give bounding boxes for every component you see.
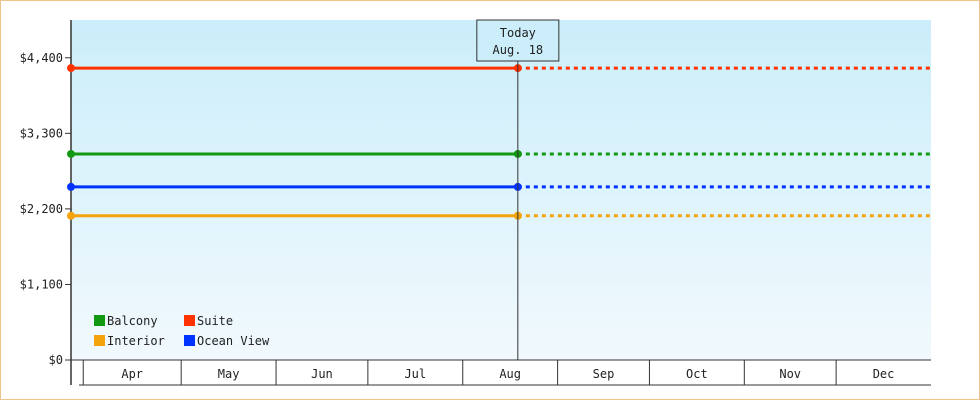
y-tick-label: $4,400: [20, 51, 63, 65]
series-point-start: [67, 149, 75, 158]
legend-swatch: [94, 315, 105, 326]
x-tick-label: Jun: [311, 367, 333, 381]
series-lines: [67, 64, 931, 220]
y-tick-label: $0: [49, 353, 63, 367]
legend-item: Interior: [94, 334, 165, 348]
y-tick-label: $3,300: [20, 126, 63, 140]
today-marker: Today Aug. 18: [476, 19, 560, 360]
x-tick-label: Aug: [499, 367, 521, 381]
x-tick-label: May: [218, 367, 240, 381]
today-label: Today: [500, 26, 536, 40]
legend-label: Suite: [197, 314, 233, 328]
legend-swatch: [184, 315, 195, 326]
today-date: Aug. 18: [493, 43, 544, 57]
x-tick-label: Dec: [873, 367, 895, 381]
x-tick-label: Nov: [779, 367, 801, 381]
y-tick-label: $1,100: [20, 277, 63, 291]
legend-item: Ocean View: [184, 334, 270, 348]
series-point-start: [67, 182, 75, 191]
legend: Balcony Suite Interior Ocean View: [94, 314, 270, 348]
legend-label: Ocean View: [197, 334, 270, 348]
legend-label: Interior: [107, 334, 165, 348]
x-tick-label: Oct: [686, 367, 708, 381]
legend-swatch: [184, 335, 195, 346]
legend-item: Suite: [184, 314, 233, 328]
series-point-start: [67, 64, 75, 73]
today-box: [476, 19, 560, 62]
y-tick-label: $2,200: [20, 202, 63, 216]
x-tick-label: Apr: [121, 367, 143, 381]
series-point-start: [67, 211, 75, 220]
x-axis: Apr May Jun Jul Aug Sep Oct Nov Dec: [71, 359, 931, 386]
x-tick-label: Sep: [593, 367, 615, 381]
series-interior: [67, 211, 931, 220]
plot-area: [71, 20, 931, 360]
legend-item: Balcony: [94, 314, 158, 328]
x-tick-label: Jul: [404, 367, 426, 381]
legend-label: Balcony: [107, 314, 158, 328]
y-axis: $0 $1,100 $2,200 $3,300 $4,400: [20, 20, 72, 385]
legend-swatch: [94, 335, 105, 346]
